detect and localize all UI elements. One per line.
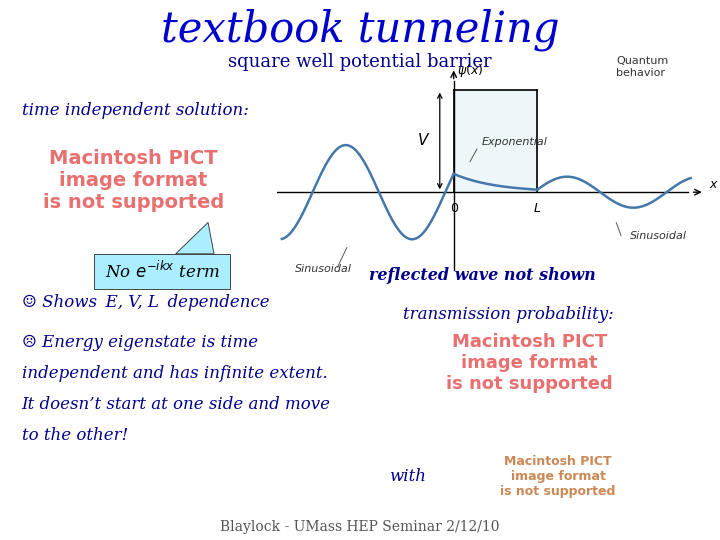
- Text: V: V: [418, 133, 428, 148]
- Text: Exponential: Exponential: [482, 137, 547, 147]
- Text: It doesn’t start at one side and move: It doesn’t start at one side and move: [22, 396, 330, 413]
- Text: Macintosh PICT
image format
is not supported: Macintosh PICT image format is not suppo…: [42, 150, 224, 212]
- Text: $\psi(x)$: $\psi(x)$: [457, 62, 484, 79]
- Text: Macintosh PICT
image format
is not supported: Macintosh PICT image format is not suppo…: [446, 333, 613, 393]
- Text: No $e^{-ikx}$ term: No $e^{-ikx}$ term: [104, 261, 220, 282]
- Bar: [22, 127, 245, 235]
- Text: transmission probability:: transmission probability:: [403, 306, 614, 323]
- Bar: [425, 454, 691, 500]
- Text: Macintosh PICT
image format
is not supported: Macintosh PICT image format is not suppo…: [500, 455, 616, 498]
- FancyBboxPatch shape: [94, 254, 230, 289]
- Text: Sinusoidal: Sinusoidal: [630, 231, 687, 241]
- Text: Sinusoidal: Sinusoidal: [295, 265, 352, 274]
- Text: time independent solution:: time independent solution:: [22, 102, 248, 119]
- Text: Blaylock - UMass HEP Seminar 2/12/10: Blaylock - UMass HEP Seminar 2/12/10: [220, 519, 500, 534]
- Polygon shape: [176, 222, 214, 254]
- Text: ☺ Shows  E, V, L  dependence: ☺ Shows E, V, L dependence: [22, 294, 269, 311]
- Text: x: x: [709, 178, 716, 191]
- Text: L: L: [534, 202, 541, 215]
- Text: reflected wave not shown: reflected wave not shown: [369, 267, 595, 284]
- Text: square well potential barrier: square well potential barrier: [228, 53, 492, 71]
- Text: Quantum
behavior: Quantum behavior: [616, 56, 669, 78]
- Text: ☹ Energy eigenstate is time: ☹ Energy eigenstate is time: [22, 334, 258, 352]
- Text: to the other!: to the other!: [22, 427, 128, 444]
- Text: independent and has infinite extent.: independent and has infinite extent.: [22, 365, 328, 382]
- Text: with: with: [389, 468, 426, 485]
- Text: 0: 0: [450, 202, 458, 215]
- Text: textbook tunneling: textbook tunneling: [161, 9, 559, 51]
- Bar: [367, 321, 691, 405]
